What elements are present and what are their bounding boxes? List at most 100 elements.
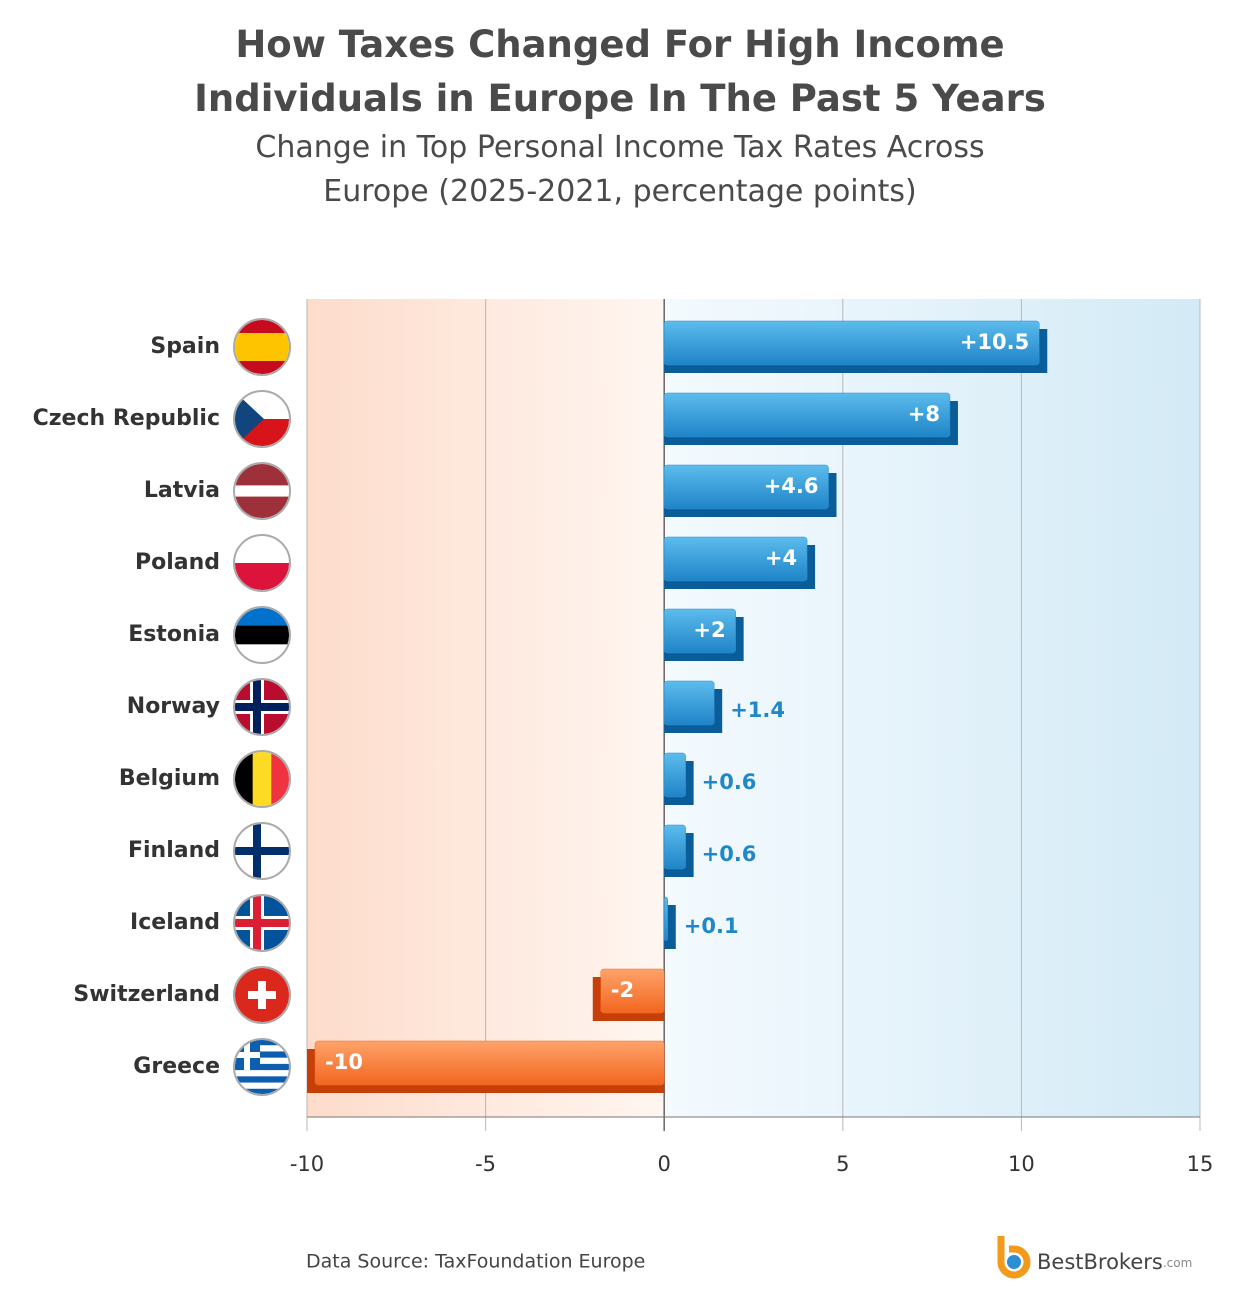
flag-part (235, 1088, 289, 1094)
x-tick-label: 10 (1008, 1152, 1035, 1176)
flag (233, 606, 291, 664)
category-label: Spain (150, 334, 220, 359)
bar (663, 392, 951, 438)
flag-part (235, 333, 289, 348)
flag (233, 1038, 291, 1096)
bar (663, 824, 686, 870)
logo-icon (997, 1236, 1031, 1279)
value-label: +8 (908, 402, 940, 426)
flag (233, 966, 291, 1024)
x-tick-label: 5 (836, 1152, 849, 1176)
flag (233, 390, 291, 448)
x-tick-label: -5 (475, 1152, 496, 1176)
flag-part (235, 1070, 289, 1077)
x-tick-label: 15 (1187, 1152, 1214, 1176)
flag-part (235, 1076, 289, 1084)
bar (663, 536, 808, 582)
flag-part (235, 507, 289, 518)
flag-border (233, 966, 291, 1024)
value-label: -10 (325, 1050, 363, 1074)
flag (233, 750, 291, 808)
flag-part (235, 625, 289, 645)
source: Data Source: TaxFoundation Europe (306, 1251, 645, 1273)
flag-part (235, 1052, 260, 1058)
flag-part (248, 981, 276, 1009)
flag (233, 462, 291, 520)
value-label: +4 (765, 546, 797, 570)
category-label: Switzerland (73, 982, 220, 1007)
flag-inner (235, 896, 289, 950)
value-label: +0.6 (702, 842, 757, 866)
flag-inner (235, 752, 289, 806)
flag-part (235, 1045, 289, 1052)
flag-border (233, 390, 291, 448)
value-label: +2 (693, 618, 725, 642)
category-label: Estonia (128, 622, 220, 647)
flag-part (235, 485, 289, 498)
flag (233, 678, 291, 736)
category-label: Latvia (144, 478, 220, 503)
flag-part (235, 644, 289, 662)
flag-inner (235, 968, 289, 1022)
category-label: Norway (127, 694, 220, 719)
flag-part (235, 703, 289, 711)
flag-border (233, 750, 291, 808)
category-label: Greece (133, 1054, 220, 1079)
flag-part (235, 847, 289, 855)
chart-subtitle: Change in Top Personal Income Tax Rates … (255, 130, 985, 209)
value-label: -2 (611, 978, 634, 1002)
bar (314, 1040, 665, 1086)
chart-title: How Taxes Changed For High Income Indivi… (194, 23, 1046, 120)
flag-border (233, 462, 291, 520)
logo-icon-dot (1007, 1255, 1021, 1269)
flag-part (235, 563, 289, 590)
flag-part (235, 1057, 289, 1065)
flag-inner (235, 608, 289, 662)
flag-border (233, 606, 291, 664)
flag-part (252, 752, 272, 806)
flag (233, 822, 291, 880)
logo: BestBrokers.com (1037, 1250, 1192, 1274)
value-label: +1.4 (730, 698, 785, 722)
flag-inner (235, 464, 289, 518)
bar (663, 896, 669, 942)
flag-part (235, 496, 289, 509)
flag-part (271, 752, 289, 806)
flag-border (233, 534, 291, 592)
bar (600, 968, 665, 1014)
category-label: Finland (128, 838, 220, 863)
x-tick-label: -10 (290, 1152, 324, 1176)
flag-part (235, 608, 289, 627)
bar (663, 608, 736, 654)
flag-inner (235, 680, 289, 734)
flag-inner (235, 824, 289, 878)
flag-part (235, 474, 289, 486)
flag-part (235, 919, 289, 927)
flag (233, 318, 291, 376)
flag-part (235, 1082, 289, 1090)
flag-border (233, 678, 291, 736)
value-label: +10.5 (960, 330, 1029, 354)
x-tick-label: 0 (658, 1152, 671, 1176)
bar (663, 464, 829, 510)
category-label: Belgium (119, 766, 220, 791)
flag-part (235, 1051, 289, 1059)
flag (233, 534, 291, 592)
bar (663, 680, 715, 726)
flag-border (233, 318, 291, 376)
category-label: Poland (135, 550, 220, 575)
flag-part (235, 752, 254, 806)
bar (663, 320, 1040, 366)
flag-part (235, 536, 289, 564)
flag-part (235, 392, 264, 446)
value-label: +0.6 (702, 770, 757, 794)
flag-border (233, 894, 291, 952)
flag-part (235, 347, 289, 362)
flag-border (233, 1038, 291, 1096)
flag (233, 894, 291, 952)
value-label: +0.1 (684, 914, 739, 938)
flag-border (233, 822, 291, 880)
flag-part (235, 1063, 289, 1071)
